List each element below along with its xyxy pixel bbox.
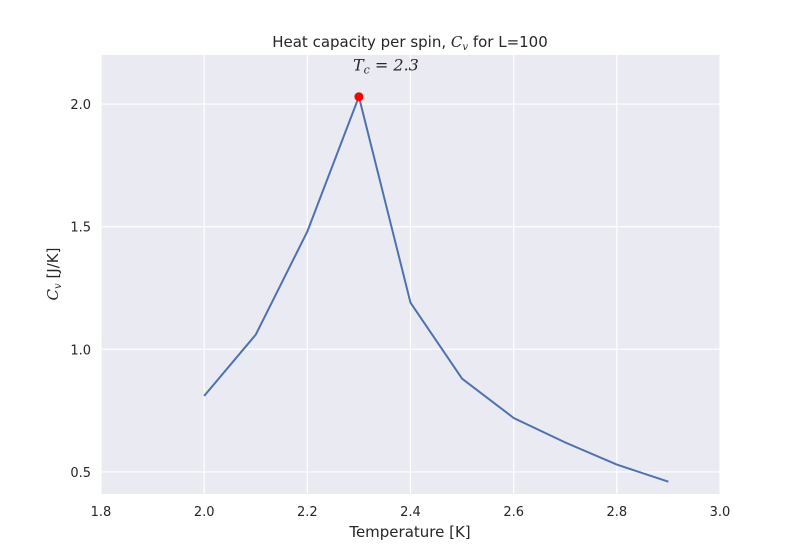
- x-tick-label: 2.8: [606, 505, 627, 520]
- x-tick-label: 2.4: [400, 505, 421, 520]
- x-axis-label: Temperature [K]: [348, 523, 470, 541]
- y-tick-label: 1.0: [70, 343, 91, 358]
- x-tick-label: 1.8: [91, 505, 112, 520]
- x-tick-label: 3.0: [710, 505, 731, 520]
- x-tick-label: 2.6: [503, 505, 524, 520]
- heat-capacity-line: [203, 93, 669, 483]
- y-axis-label: Cv [J/K]: [44, 248, 64, 301]
- y-tick-label: 1.5: [70, 221, 91, 236]
- critical-point-marker: [354, 92, 364, 102]
- y-tick-label: 0.5: [70, 466, 91, 481]
- y-tick-label: 2.0: [70, 98, 91, 113]
- series-layer: [203, 92, 669, 483]
- critical-temperature-annotation: Tc = 2.3: [353, 56, 419, 77]
- tick-labels: 1.8 2.0 2.2 2.4 2.6 2.8 3.0 0.5 1.0 1.5 2.0: [70, 98, 730, 520]
- x-tick-label: 2.2: [297, 505, 318, 520]
- grid-lines: [100, 55, 721, 494]
- chart-title: Heat capacity per spin, Cv for L=100: [272, 33, 548, 53]
- x-tick-label: 2.0: [194, 505, 215, 520]
